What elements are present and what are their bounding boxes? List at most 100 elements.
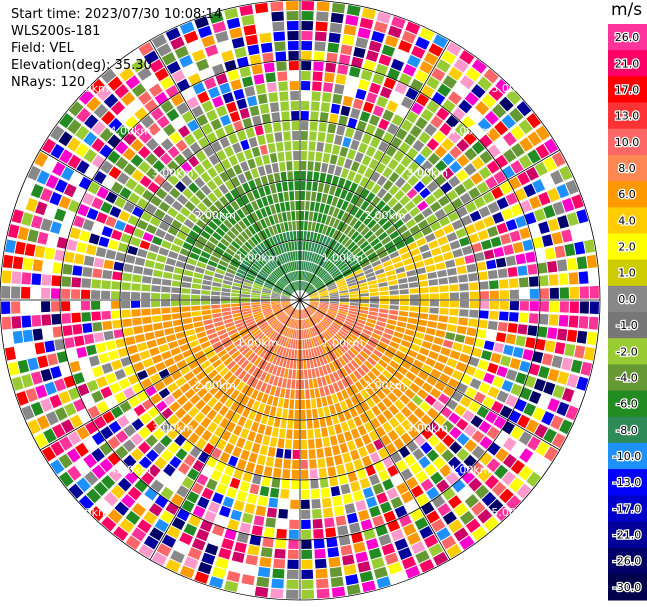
- velocity-gate: [272, 21, 285, 32]
- velocity-gate: [427, 435, 440, 448]
- velocity-gate: [158, 343, 170, 353]
- velocity-gate: [357, 27, 371, 39]
- velocity-gate: [61, 301, 71, 312]
- velocity-gate: [295, 339, 298, 349]
- velocity-gate: [256, 258, 265, 267]
- velocity-gate: [261, 303, 271, 306]
- velocity-gate: [227, 69, 240, 81]
- velocity-gate: [307, 306, 315, 313]
- velocity-gate: [345, 203, 355, 214]
- velocity-gate: [277, 267, 284, 276]
- velocity-gate: [204, 225, 215, 235]
- velocity-gate: [41, 274, 52, 286]
- velocity-gate: [270, 588, 284, 599]
- velocity-gate: [183, 323, 194, 331]
- velocity-gate: [260, 323, 269, 331]
- velocity-gate: [198, 336, 209, 344]
- velocity-gate: [300, 101, 310, 111]
- velocity-gate: [518, 465, 533, 481]
- velocity-gate: [378, 341, 388, 350]
- velocity-gate: [201, 123, 213, 135]
- velocity-gate: [252, 263, 261, 271]
- velocity-gate: [257, 495, 268, 507]
- velocity-gate: [223, 371, 233, 381]
- velocity-gate: [388, 171, 400, 183]
- velocity-gate: [329, 22, 343, 34]
- velocity-gate: [184, 388, 196, 400]
- velocity-gate: [468, 233, 480, 244]
- velocity-gate: [152, 269, 163, 278]
- velocity-gate: [257, 423, 266, 435]
- velocity-gate: [269, 487, 280, 498]
- velocity-gate: [341, 378, 350, 388]
- velocity-gate: [317, 285, 326, 291]
- velocity-gate: [440, 243, 451, 253]
- velocity-gate: [294, 309, 298, 319]
- velocity-gate: [378, 469, 390, 482]
- velocity-gate: [329, 290, 339, 294]
- velocity-gate: [307, 305, 316, 312]
- velocity-gate: [288, 221, 293, 231]
- velocity-gate: [203, 510, 217, 523]
- velocity-gate: [382, 478, 394, 491]
- velocity-gate: [340, 421, 350, 432]
- colorbar-swatch: [608, 128, 647, 156]
- velocity-gate: [289, 359, 294, 369]
- velocity-gate: [320, 257, 327, 267]
- velocity-gate: [166, 60, 181, 75]
- velocity-gate: [294, 191, 300, 201]
- velocity-gate: [473, 369, 486, 380]
- velocity-gate: [331, 269, 340, 277]
- velocity-gate: [170, 93, 184, 107]
- velocity-gate: [306, 251, 310, 261]
- velocity-gate: [387, 392, 398, 403]
- velocity-gate: [272, 214, 279, 224]
- velocity-gate: [158, 387, 171, 399]
- velocity-gate: [483, 340, 495, 351]
- velocity-gate: [101, 362, 113, 374]
- velocity-gate: [191, 482, 204, 495]
- velocity-gate: [294, 261, 297, 271]
- velocity-gate: [191, 294, 201, 300]
- velocity-gate: [461, 245, 473, 256]
- velocity-gate: [122, 318, 132, 328]
- velocity-gate: [207, 421, 218, 433]
- velocity-gate: [503, 437, 517, 452]
- velocity-gate: [306, 329, 310, 339]
- velocity-gate: [314, 548, 326, 559]
- velocity-gate: [278, 508, 288, 519]
- velocity-gate: [285, 306, 293, 313]
- velocity-gate: [154, 91, 169, 106]
- velocity-gate: [161, 407, 174, 420]
- azimuth-spoke: [149, 299, 301, 561]
- velocity-gate: [294, 399, 300, 409]
- velocity-gate: [372, 105, 385, 117]
- velocity-gate: [273, 558, 286, 569]
- velocity-gate: [321, 259, 329, 268]
- velocity-gate: [293, 231, 297, 241]
- velocity-gate: [204, 543, 219, 556]
- velocity-gate: [262, 154, 271, 165]
- velocity-gate: [177, 254, 188, 263]
- velocity-gate: [387, 519, 401, 532]
- velocity-gate: [313, 528, 324, 539]
- velocity-gate: [311, 368, 317, 378]
- velocity-gate: [278, 266, 285, 275]
- colorbar-label: -6.0: [616, 398, 637, 411]
- velocity-gate: [312, 326, 318, 336]
- velocity-gate: [433, 130, 446, 144]
- velocity-gate: [21, 212, 34, 227]
- velocity-gate: [117, 477, 132, 492]
- velocity-gate: [218, 332, 229, 340]
- velocity-gate: [206, 328, 216, 335]
- velocity-gate: [227, 264, 238, 272]
- velocity-gate: [282, 121, 291, 131]
- velocity-gate: [300, 389, 305, 399]
- velocity-gate: [550, 170, 564, 185]
- velocity-gate: [468, 187, 481, 200]
- velocity-gate: [376, 95, 389, 108]
- velocity-gate: [107, 76, 123, 91]
- velocity-gate: [274, 387, 281, 397]
- velocity-gate: [224, 123, 235, 136]
- velocity-gate: [234, 275, 244, 282]
